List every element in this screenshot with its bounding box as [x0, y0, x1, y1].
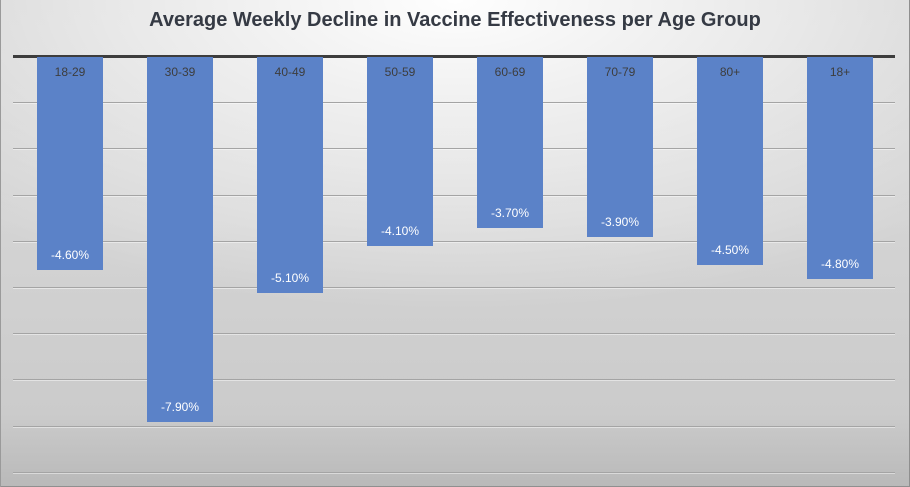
- gridline: [13, 194, 895, 196]
- bar-value-label: -4.10%: [380, 224, 420, 239]
- bar: 80+ -4.50%: [697, 57, 763, 265]
- gridline: [13, 287, 895, 288]
- gridline: [13, 102, 895, 104]
- bar-value-label: -3.70%: [490, 205, 530, 220]
- bar-value-label: -4.50%: [710, 242, 750, 257]
- gridline: [13, 240, 895, 242]
- bar-value-label: -7.90%: [160, 399, 200, 414]
- bar-category-label: 60-69: [494, 65, 526, 79]
- bar: 30-39 -7.90%: [147, 57, 213, 422]
- bar: 18-29 -4.60%: [37, 57, 103, 270]
- bar-category-label: 40-49: [274, 65, 306, 79]
- bar: 18+ -4.80%: [807, 57, 873, 279]
- gridline: [13, 379, 895, 381]
- gridline: [13, 333, 895, 335]
- gridline: [13, 425, 895, 427]
- bar-value-label: -5.10%: [270, 270, 310, 285]
- bar: 50-59 -4.10%: [367, 57, 433, 247]
- bar-category-label: 80+: [719, 65, 741, 79]
- gridline: [13, 471, 895, 473]
- bar-category-label: 70-79: [604, 65, 636, 79]
- bar: 60-69 -3.70%: [477, 57, 543, 228]
- bar-value-label: -4.60%: [50, 247, 90, 262]
- x-axis-line: [13, 55, 895, 58]
- gridline: [13, 148, 895, 150]
- bar-category-label: 30-39: [164, 65, 196, 79]
- bar-value-label: -3.90%: [600, 215, 640, 230]
- bar-category-label: 18+: [829, 65, 851, 79]
- chart-title: Average Weekly Decline in Vaccine Effect…: [149, 9, 761, 31]
- bar: 40-49 -5.10%: [257, 57, 323, 293]
- bar-value-label: -4.80%: [820, 256, 860, 271]
- bar-category-label: 50-59: [384, 65, 416, 79]
- bar: 70-79 -3.90%: [587, 57, 653, 238]
- bar-category-label: 18-29: [54, 65, 86, 79]
